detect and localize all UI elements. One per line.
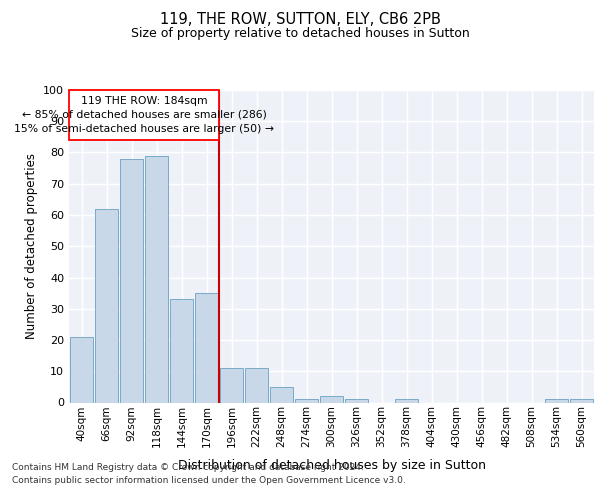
Bar <box>95 209 118 402</box>
Bar <box>170 300 193 403</box>
Bar <box>545 400 568 402</box>
Bar <box>345 400 368 402</box>
Bar <box>270 387 293 402</box>
Bar <box>220 368 243 402</box>
Bar <box>70 337 93 402</box>
Bar <box>245 368 268 402</box>
Bar <box>320 396 343 402</box>
Bar <box>570 400 593 402</box>
Text: 119 THE ROW: 184sqm
← 85% of detached houses are smaller (286)
15% of semi-detac: 119 THE ROW: 184sqm ← 85% of detached ho… <box>14 96 274 134</box>
Text: Size of property relative to detached houses in Sutton: Size of property relative to detached ho… <box>131 28 469 40</box>
Bar <box>195 293 218 403</box>
Bar <box>145 156 168 402</box>
Bar <box>295 400 318 402</box>
Bar <box>120 159 143 402</box>
FancyBboxPatch shape <box>69 90 219 140</box>
Text: Contains HM Land Registry data © Crown copyright and database right 2024.: Contains HM Land Registry data © Crown c… <box>12 462 364 471</box>
Text: 119, THE ROW, SUTTON, ELY, CB6 2PB: 119, THE ROW, SUTTON, ELY, CB6 2PB <box>160 12 440 28</box>
Text: Contains public sector information licensed under the Open Government Licence v3: Contains public sector information licen… <box>12 476 406 485</box>
X-axis label: Distribution of detached houses by size in Sutton: Distribution of detached houses by size … <box>178 458 485 471</box>
Bar <box>395 400 418 402</box>
Y-axis label: Number of detached properties: Number of detached properties <box>25 153 38 339</box>
